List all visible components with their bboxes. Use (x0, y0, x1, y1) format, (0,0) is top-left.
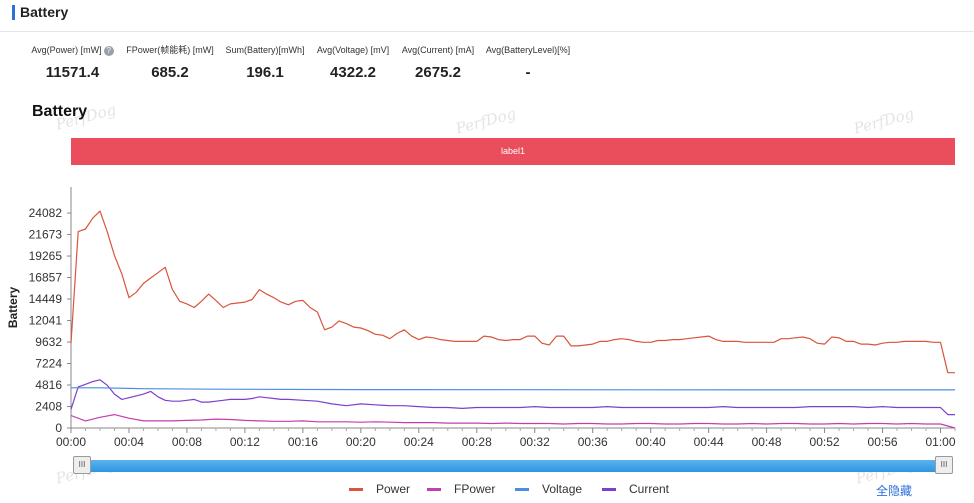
x-tick-label: 00:00 (56, 435, 86, 449)
series-line-current (70, 379, 955, 416)
panel-title: Battery (20, 4, 69, 20)
legend-label: FPower (454, 482, 496, 496)
slider-left-handle[interactable]: III (73, 456, 91, 474)
chart-legend: Power FPower Voltage Current (0, 482, 974, 498)
legend-label: Voltage (542, 482, 583, 496)
battery-line-chart: 0 2408 4816 7224 9632 12041 14449 16857 19265 216… (6, 187, 956, 449)
watermark: PerfDog (453, 104, 518, 138)
series-line-power (70, 210, 955, 374)
x-tick-label: 00:04 (114, 435, 144, 449)
series-line-voltage (71, 387, 955, 391)
stat-value: 196.1 (246, 64, 284, 81)
time-range-slider[interactable] (82, 460, 944, 472)
stat-label: FPower(帧能耗) [mW] (126, 45, 214, 55)
legend-item-fpower[interactable]: FPower (427, 482, 495, 496)
stat-value: 11571.4 (45, 64, 100, 81)
x-tick-label: 00:12 (230, 435, 260, 449)
x-tick-label: 00:28 (462, 435, 492, 449)
x-tick-label: 00:24 (404, 435, 434, 449)
x-tick-label: 00:20 (346, 435, 376, 449)
x-tick-label: 00:56 (868, 435, 898, 449)
y-tick-label: 9632 (35, 335, 62, 349)
x-tick-label: 00:08 (172, 435, 202, 449)
stat-sum-battery: Sum(Battery)[mWh] 196.1 (222, 44, 308, 82)
label-band[interactable]: label1 (71, 138, 955, 165)
x-tick-label: 00:48 (752, 435, 782, 449)
legend-item-current[interactable]: Current (602, 482, 669, 496)
slider-right-handle[interactable]: III (935, 456, 953, 474)
y-tick-label: 12041 (29, 314, 63, 328)
stats-row: Avg(Power) [mW]? 11571.4 FPower(帧能耗) [mW… (0, 44, 974, 90)
legend-swatch (349, 488, 363, 492)
legend-label: Power (376, 482, 411, 496)
y-tick-label: 4816 (35, 378, 62, 392)
stat-avg-voltage: Avg(Voltage) [mV] 4322.2 (313, 44, 393, 82)
legend-label: Current (629, 482, 670, 496)
stat-label: Avg(Current) [mA] (401, 45, 475, 55)
y-tick-label: 21673 (29, 228, 63, 242)
help-icon[interactable]: ? (103, 45, 114, 56)
x-tick-label: 01:00 (925, 435, 955, 449)
chart-title: Battery (32, 103, 88, 120)
y-tick-label: 7224 (35, 357, 62, 371)
legend-swatch (515, 488, 529, 492)
x-tick-label: 00:32 (520, 435, 550, 449)
y-tick-label: 14449 (29, 292, 63, 306)
y-tick-label: 19265 (29, 249, 63, 263)
y-tick-label: 24082 (29, 206, 63, 220)
stat-value: 685.2 (151, 64, 189, 81)
y-tick-label: 0 (55, 421, 62, 435)
y-tick-label: 2408 (35, 400, 62, 414)
stat-label: Sum(Battery)[mWh] (225, 45, 305, 55)
stat-value: - (525, 64, 531, 81)
stat-label: Avg(Voltage) [mV] (316, 45, 390, 55)
legend-item-voltage[interactable]: Voltage (515, 482, 582, 496)
x-tick-label: 00:40 (636, 435, 666, 449)
stat-label: Avg(BatteryLevel)[%] (485, 45, 571, 55)
stat-value: 4322.2 (330, 64, 376, 81)
panel-header: Battery (0, 0, 974, 32)
stat-label: Avg(Power) [mW] (31, 45, 102, 55)
x-tick-label: 00:44 (694, 435, 724, 449)
header-accent-bar (12, 5, 15, 20)
y-tick-label: 16857 (29, 271, 63, 285)
x-tick-label: 00:16 (288, 435, 318, 449)
y-axis-label: Battery (6, 287, 20, 329)
stat-avg-current: Avg(Current) [mA] 2675.2 (398, 44, 478, 82)
stat-avg-power: Avg(Power) [mW]? 11571.4 (30, 44, 115, 82)
x-tick-label: 00:52 (810, 435, 840, 449)
legend-swatch (602, 488, 616, 492)
stat-fpower: FPower(帧能耗) [mW] 685.2 (124, 44, 216, 82)
watermark: PerfDog (851, 104, 916, 138)
series-line-fpower (70, 414, 956, 429)
x-tick-label: 00:36 (578, 435, 608, 449)
hide-all-button[interactable]: 全隐藏 (876, 484, 913, 498)
stat-avg-battery-level: Avg(BatteryLevel)[%] - (484, 44, 572, 82)
stat-value: 2675.2 (415, 64, 461, 81)
legend-swatch (427, 488, 441, 492)
legend-item-power[interactable]: Power (349, 482, 410, 496)
